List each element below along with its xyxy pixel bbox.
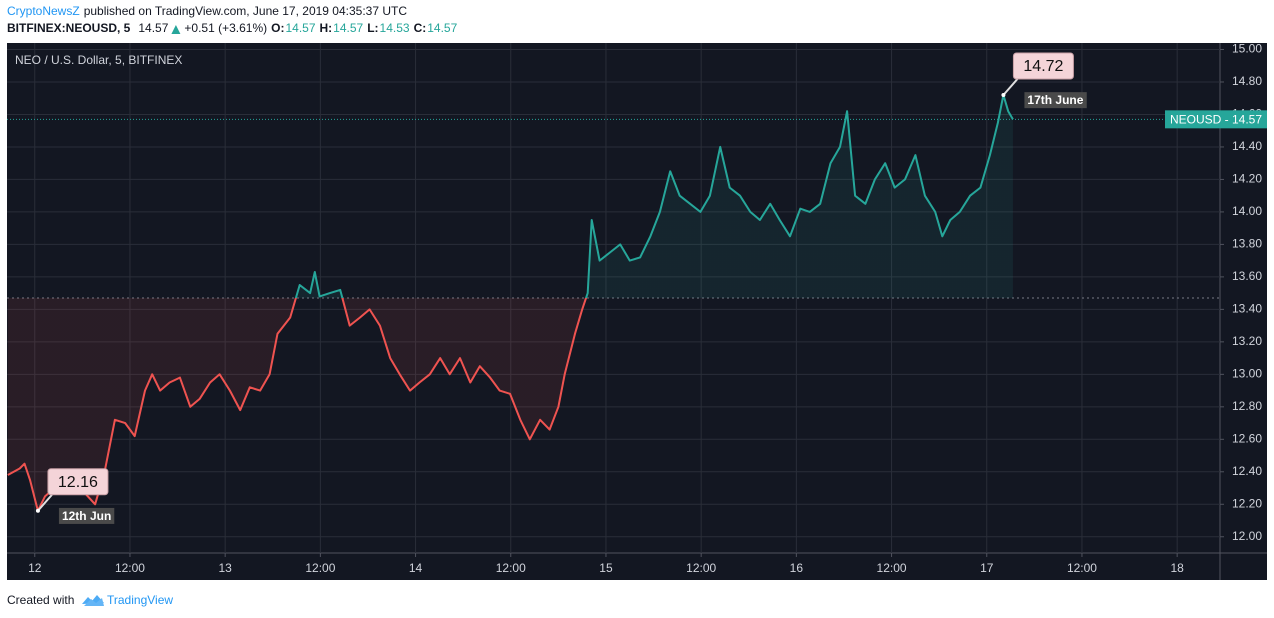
y-tick-label: 12.40 xyxy=(1232,464,1262,478)
callout-point xyxy=(1001,92,1006,97)
footer-text: Created with xyxy=(7,593,74,607)
ohlc-value: 14.53 xyxy=(380,21,410,35)
x-tick-label: 12:00 xyxy=(115,561,145,575)
y-tick-label: 13.00 xyxy=(1232,367,1262,381)
y-tick-label: 14.40 xyxy=(1232,139,1262,153)
y-tick-label: 12.20 xyxy=(1232,496,1262,510)
x-tick-label: 12:00 xyxy=(305,561,335,575)
callout-pointer xyxy=(37,494,53,512)
callout-date: 12th Jun xyxy=(62,509,111,523)
x-tick-label: 12:00 xyxy=(877,561,907,575)
x-tick-label: 17 xyxy=(980,561,994,575)
x-tick-label: 16 xyxy=(790,561,804,575)
x-tick-label: 15 xyxy=(599,561,613,575)
ohlc-value: 14.57 xyxy=(427,21,457,35)
callout-date: 17th June xyxy=(1027,93,1083,107)
ohlc-label: H: xyxy=(320,21,333,35)
callout-value: 14.72 xyxy=(1023,58,1063,75)
y-tick-label: 12.60 xyxy=(1232,431,1262,445)
price-line xyxy=(7,94,1014,512)
x-tick-label: 12:00 xyxy=(496,561,526,575)
ohlc-value: 14.57 xyxy=(333,21,363,35)
x-tick-label: 12:00 xyxy=(686,561,716,575)
chart-legend: NEO / U.S. Dollar, 5, BITFINEX xyxy=(15,53,182,67)
area xyxy=(7,95,1013,511)
ohlc-label: L: xyxy=(367,21,378,35)
y-tick-label: 15.00 xyxy=(1232,42,1262,56)
x-tick-label: 12 xyxy=(28,561,42,575)
change: +0.51 (+3.61%) xyxy=(184,21,267,35)
tradingview-logo xyxy=(82,595,104,606)
y-tick-label: 14.20 xyxy=(1232,172,1262,186)
y-tick-label: 13.20 xyxy=(1232,334,1262,348)
price-tag xyxy=(1165,110,1267,129)
callout-box xyxy=(47,468,109,496)
callout-value: 12.16 xyxy=(58,474,98,491)
ohlc-label: C: xyxy=(414,21,427,35)
y-tick-label: 14.80 xyxy=(1232,74,1262,88)
y-tick-label: 13.80 xyxy=(1232,237,1262,251)
callout-pointer xyxy=(1002,78,1019,96)
last-price: 14.57 xyxy=(138,21,168,35)
y-tick-label: 12.00 xyxy=(1232,529,1262,543)
callout-box xyxy=(1012,52,1074,80)
price-tag-label: NEOUSD - 14.57 xyxy=(1170,113,1262,127)
up-arrow xyxy=(171,25,181,34)
callout-date-box xyxy=(58,507,115,524)
x-tick-label: 12:00 xyxy=(1067,561,1097,575)
y-tick-label: 13.40 xyxy=(1232,302,1262,316)
y-tick-label: 12.80 xyxy=(1232,399,1262,413)
publisher-link[interactable]: CryptoNewsZ xyxy=(7,4,80,18)
footer-brand[interactable]: TradingView xyxy=(107,593,173,607)
ohlc-label: O: xyxy=(271,21,284,35)
x-tick-label: 18 xyxy=(1170,561,1184,575)
symbol: BITFINEX:NEOUSD, 5 xyxy=(7,21,131,35)
x-tick-label: 14 xyxy=(409,561,423,575)
published-text: published on TradingView.com, June 17, 2… xyxy=(84,4,408,18)
callout-date-box xyxy=(1024,92,1087,109)
y-tick-label: 14.00 xyxy=(1232,204,1262,218)
callout-point xyxy=(35,508,40,513)
y-tick-label: 13.60 xyxy=(1232,269,1262,283)
x-tick-label: 13 xyxy=(218,561,232,575)
ohlc-value: 14.57 xyxy=(285,21,315,35)
